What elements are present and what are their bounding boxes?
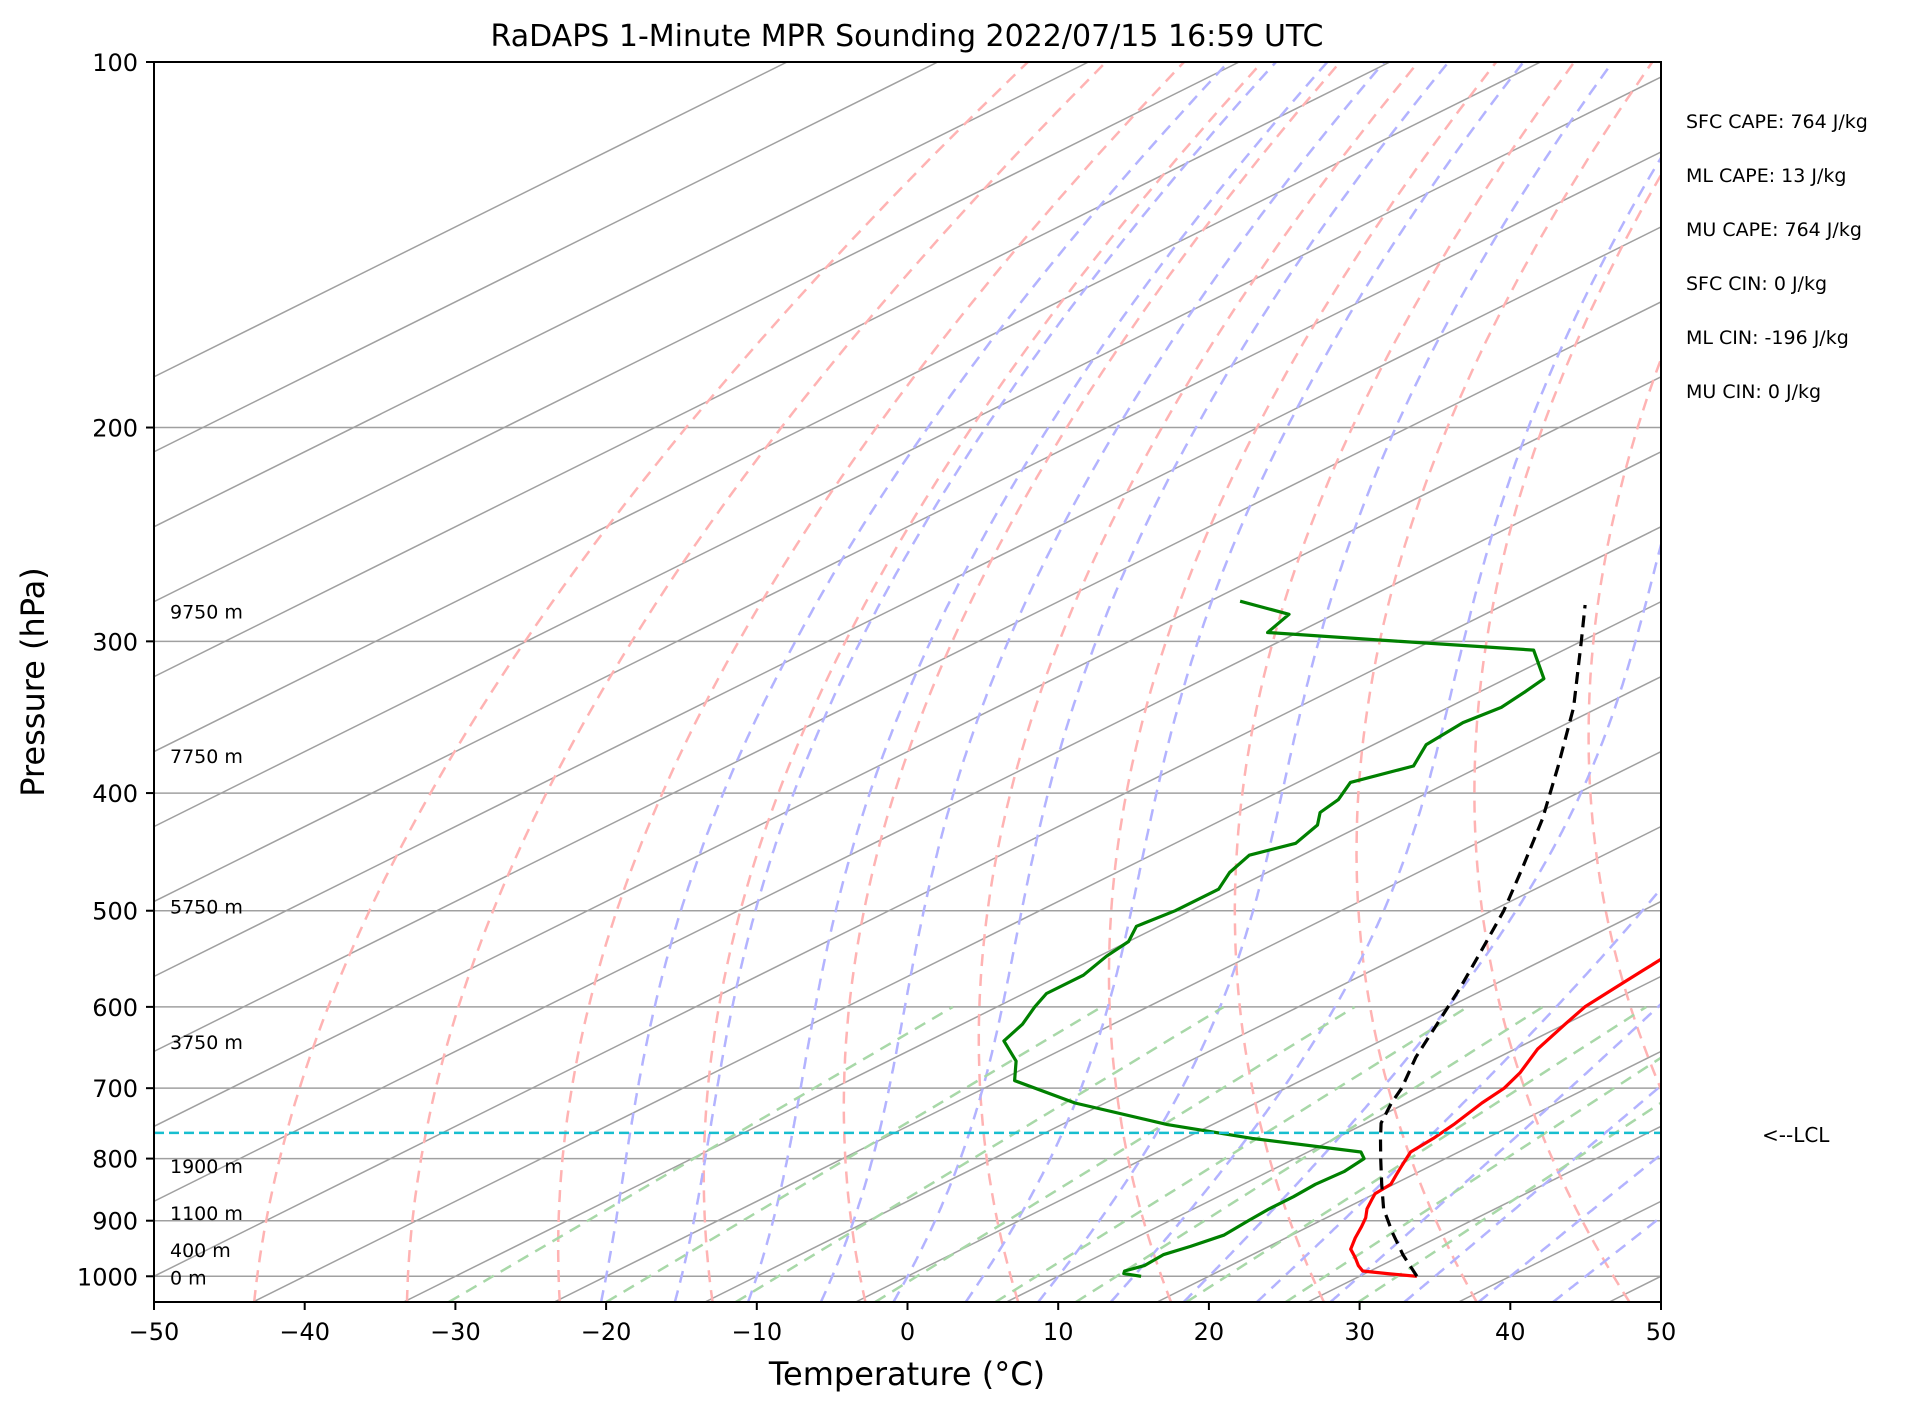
isotherm-line (1006, 975, 1661, 1302)
isotherm-line (154, 62, 1089, 528)
mixing-ratio-line (1357, 1101, 1661, 1302)
dry-adiabat-line (702, 62, 1264, 1302)
dry-adiabat-line (842, 62, 1342, 1302)
isotherm-line (154, 151, 1661, 903)
y-tick-label: 300 (92, 628, 138, 656)
height-label: 7750 m (170, 746, 243, 768)
moist-adiabat-line (1109, 155, 1661, 1302)
height-label: 1900 m (170, 1156, 243, 1178)
height-labels: 0 m 400 m 1100 m 1900 m 3750 m 5750 m 7750 m 97… (170, 602, 243, 1290)
y-axis-label: Pressure (hPa) (14, 567, 52, 797)
dewpoint-profile (1002, 599, 1546, 1278)
y-tick-label: 700 (92, 1075, 138, 1103)
height-label: 1100 m (170, 1203, 243, 1225)
isotherm-line (154, 301, 1661, 1053)
isotherm-line (154, 62, 1541, 753)
x-tick-label: 40 (1495, 1318, 1526, 1346)
mixing-ratio-line (874, 1005, 1356, 1302)
parameter-annotations: SFC CAPE: 764 J/kg ML CAPE: 13 J/kg MU CAP… (1686, 111, 1868, 403)
isotherm-line (1156, 1050, 1661, 1302)
temperature-profile (1349, 957, 1661, 1278)
isotherm-line (403, 675, 1661, 1302)
moist-adiabat-line (1182, 539, 1661, 1302)
dry-adiabat-line (1107, 62, 1498, 1302)
dry-adiabat-line (1473, 172, 1661, 1302)
moist-adiabat-line (819, 62, 1386, 1302)
dry-adiabat-line (252, 62, 1029, 1302)
moist-adiabat-line (673, 62, 1277, 1302)
mixing-ratio-line (994, 1005, 1469, 1302)
isotherm-line (154, 62, 1240, 603)
isotherm-line (154, 76, 1661, 828)
parameter-annotation: SFC CAPE: 764 J/kg (1686, 111, 1868, 133)
x-tick-label: 0 (900, 1318, 915, 1346)
isotherm-line (154, 226, 1661, 978)
moist-adiabat-line (1329, 1002, 1661, 1302)
sounding-lines (154, 599, 1661, 1278)
parameter-annotation: ML CAPE: 13 J/kg (1686, 165, 1846, 187)
x-tick-label: 20 (1194, 1318, 1225, 1346)
x-tick-label: 10 (1043, 1318, 1074, 1346)
dry-adiabat-line (1355, 62, 1654, 1302)
moist-adiabat-line (964, 62, 1525, 1302)
x-tick-label: −30 (430, 1318, 481, 1346)
dry-adiabat-line (977, 62, 1420, 1302)
axis-ticks: −50 −40 −30 −20 −10 0 10 20 30 40 50 100 200 300 400 50… (77, 49, 1676, 1346)
height-label: 400 m (170, 1240, 231, 1262)
mixing-ratio-line (1185, 1005, 1647, 1302)
x-tick-label: −40 (279, 1318, 330, 1346)
x-tick-label: −20 (581, 1318, 632, 1346)
parameter-annotation: MU CIN: 0 J/kg (1686, 381, 1821, 403)
isotherm-line (154, 62, 788, 378)
height-label: 3750 m (170, 1032, 243, 1054)
parameter-annotation: ML CIN: -196 J/kg (1686, 327, 1849, 349)
mixing-ratio-line (1285, 1056, 1661, 1302)
moist-adiabat-line (1256, 886, 1661, 1302)
isotherm-line (154, 525, 1661, 1278)
dry-adiabat-line (1587, 355, 1661, 1093)
isotherm-line (154, 62, 1391, 678)
background-lines (154, 62, 1661, 1302)
moist-adiabat-line (746, 62, 1329, 1302)
height-label: 5750 m (170, 896, 243, 918)
dry-adiabat-line (1233, 62, 1576, 1302)
y-tick-label: 500 (92, 898, 138, 926)
mixing-ratio-line (605, 1005, 1103, 1302)
parameter-annotation: MU CAPE: 764 J/kg (1686, 219, 1862, 241)
lcl-label: <--LCL (1762, 1123, 1830, 1147)
y-tick-label: 800 (92, 1146, 138, 1174)
isotherm-line (252, 600, 1661, 1302)
y-tick-label: 200 (92, 415, 138, 443)
mixing-ratio-line (735, 1005, 1225, 1302)
chart-title: RaDAPS 1-Minute MPR Sounding 2022/07/15 … (491, 19, 1324, 54)
isotherm-line (154, 376, 1661, 1128)
isotherm-line (554, 750, 1661, 1302)
x-tick-label: 50 (1646, 1318, 1677, 1346)
moist-adiabat-line (599, 62, 1230, 1302)
height-label: 9750 m (170, 602, 243, 624)
x-tick-label: 30 (1344, 1318, 1375, 1346)
moist-adiabat-line (1037, 62, 1614, 1302)
parcel-path (1378, 604, 1587, 1278)
parameter-annotation: SFC CIN: 0 J/kg (1686, 273, 1827, 295)
y-tick-label: 600 (92, 994, 138, 1022)
x-tick-label: −10 (731, 1318, 782, 1346)
height-label: 0 m (170, 1267, 207, 1289)
isotherm-line (154, 62, 939, 453)
isotherm-line (154, 450, 1661, 1203)
y-tick-label: 100 (92, 49, 138, 77)
mixing-ratio-line (448, 1005, 954, 1302)
x-axis-label: Temperature (°C) (768, 1355, 1045, 1393)
isotherm-line (855, 900, 1661, 1302)
mixing-ratio-line (1075, 1005, 1544, 1302)
y-tick-label: 1000 (77, 1263, 138, 1291)
dry-adiabat-line (405, 62, 1107, 1302)
dry-adiabat-line (556, 62, 1185, 1302)
y-tick-label: 400 (92, 780, 138, 808)
y-tick-label: 900 (92, 1208, 138, 1236)
isotherm-line (704, 825, 1661, 1302)
x-tick-label: −50 (129, 1318, 180, 1346)
